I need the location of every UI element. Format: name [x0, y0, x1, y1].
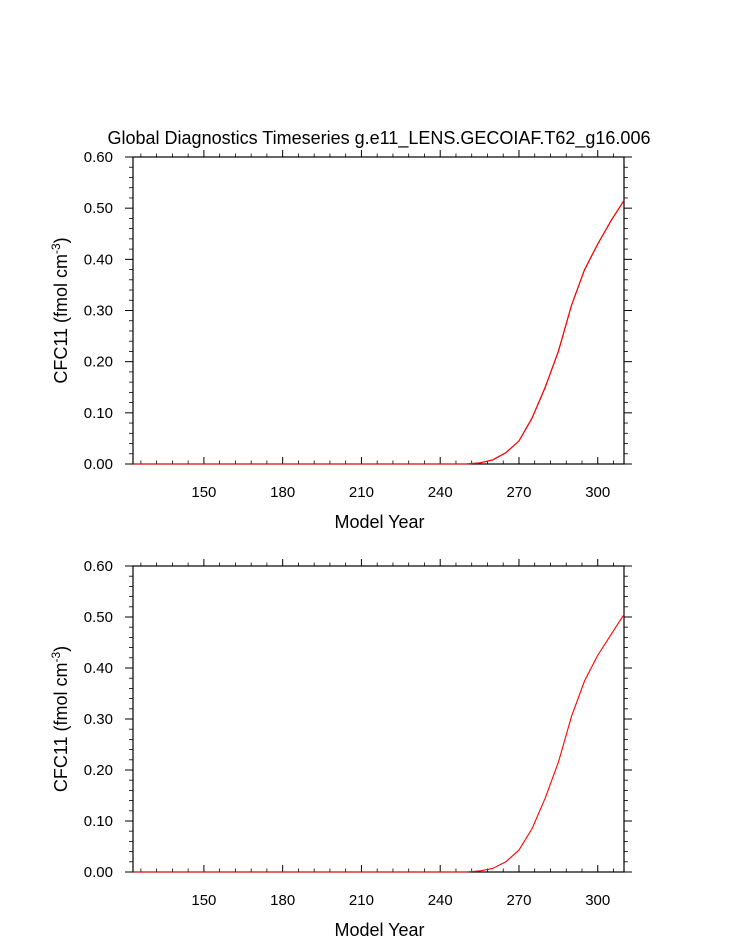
panel-2-ytick-label: 0.10 — [84, 813, 113, 830]
panel-2-yaxis-title-main: CFC11 (fmol cm — [51, 662, 71, 792]
panel-2-xtick-label: 180 — [270, 892, 295, 909]
chart-title: Global Diagnostics Timeseries g.e11_LENS… — [108, 128, 651, 149]
panel-2-yaxis-title: CFC11 (fmol cm-3) — [49, 646, 71, 792]
panel-1-frame — [132, 156, 625, 465]
panel-1-yaxis-title-close: ) — [51, 237, 71, 243]
panel-1-ytick-label: 0.50 — [84, 200, 113, 217]
panel-1-xtick-label: 150 — [191, 484, 216, 501]
panel-2-yaxis-title-superscript: -3 — [49, 651, 63, 662]
panel-2-ytick-label: 0.40 — [84, 660, 113, 677]
panel-1-ytick-label: 0.60 — [84, 149, 113, 166]
panel-1-xtick-label: 180 — [270, 484, 295, 501]
panel-1-series-line-1 — [133, 200, 625, 465]
panel-2-xtick-label: 300 — [585, 892, 610, 909]
panel-2-xtick-label: 270 — [506, 892, 531, 909]
panel-1-yaxis-title-superscript: -3 — [49, 243, 63, 254]
panel-1-ytick-label: 0.30 — [84, 303, 113, 320]
panel-2-ytick-label: 0.30 — [84, 711, 113, 728]
panel-2-yaxis-title-close: ) — [51, 646, 71, 652]
panel-2-ytick-label: 0.00 — [84, 864, 113, 881]
panel-2-ytick-label: 0.60 — [84, 558, 113, 575]
panel-2-xaxis-title: Model Year — [334, 920, 424, 940]
panel-1-ytick-label: 0.40 — [84, 251, 113, 268]
panel-2-ytick-label: 0.20 — [84, 762, 113, 779]
panel-1-ytick-label: 0.00 — [84, 456, 113, 473]
panel-1-xaxis-title: Model Year — [334, 512, 424, 532]
panel-2-xtick-label: 210 — [349, 892, 374, 909]
panel-2-frame — [132, 565, 625, 873]
panel-1-series-line-2 — [133, 200, 625, 465]
panel-2-ytick-label: 0.50 — [84, 609, 113, 626]
panel-1-xtick-label: 240 — [428, 484, 453, 501]
panel-1-ytick-label: 0.10 — [84, 405, 113, 422]
panel-2-xtick-label: 240 — [428, 892, 453, 909]
panel-1-xtick-label: 270 — [506, 484, 531, 501]
panel-2-xtick-label: 150 — [191, 892, 216, 909]
panel-1-yaxis-title-main: CFC11 (fmol cm — [51, 254, 71, 384]
panel-1-xtick-label: 210 — [349, 484, 374, 501]
panel-2-series-line-1 — [133, 614, 625, 873]
panel-1-yaxis-title: CFC11 (fmol cm-3) — [49, 237, 71, 383]
panel-1-ytick-label: 0.20 — [84, 354, 113, 371]
panel-1-xtick-label: 300 — [585, 484, 610, 501]
